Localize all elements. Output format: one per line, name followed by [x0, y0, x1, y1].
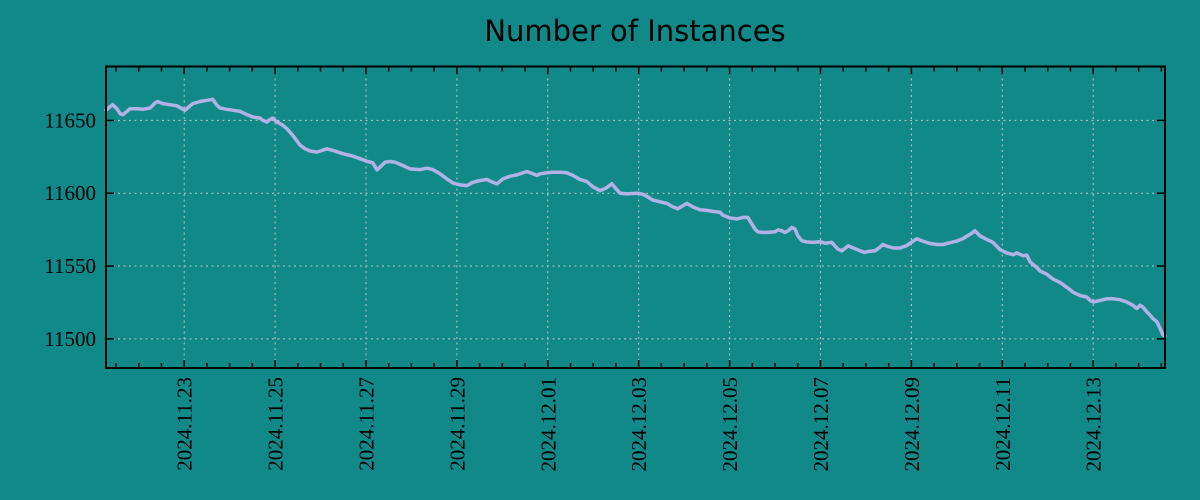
- series-line-layer: [104, 97, 1167, 338]
- plot-border: [105, 65, 1166, 369]
- x-tick-label: 2024.11.23: [173, 377, 197, 471]
- axis-tick-labels: 11500 11550 11600 11650 2024.11.23 2024.11.25…: [44, 108, 1105, 471]
- x-tick-label: 2024.12.11: [991, 377, 1015, 471]
- y-tick-label: 11500: [44, 327, 96, 351]
- x-tick-label: 2024.12.13: [1082, 377, 1106, 472]
- x-tick-label: 2024.12.07: [809, 377, 833, 472]
- x-tick-label: 2024.12.05: [718, 377, 742, 472]
- x-tick-label: 2024.11.27: [354, 377, 378, 471]
- x-tick-label: 2024.12.01: [536, 377, 560, 472]
- y-tick-label: 11650: [44, 108, 96, 132]
- y-tick-label: 11550: [44, 254, 96, 278]
- axes-and-ticks: [105, 65, 1166, 369]
- x-tick-label: 2024.12.03: [627, 377, 651, 472]
- chart-title: Number of Instances: [484, 14, 785, 48]
- x-tick-label: 2024.11.29: [445, 377, 469, 471]
- x-tick-label: 2024.11.25: [264, 377, 288, 471]
- series-line: [104, 97, 1167, 338]
- y-tick-label: 11600: [44, 181, 96, 205]
- x-tick-label: 2024.12.09: [900, 377, 924, 472]
